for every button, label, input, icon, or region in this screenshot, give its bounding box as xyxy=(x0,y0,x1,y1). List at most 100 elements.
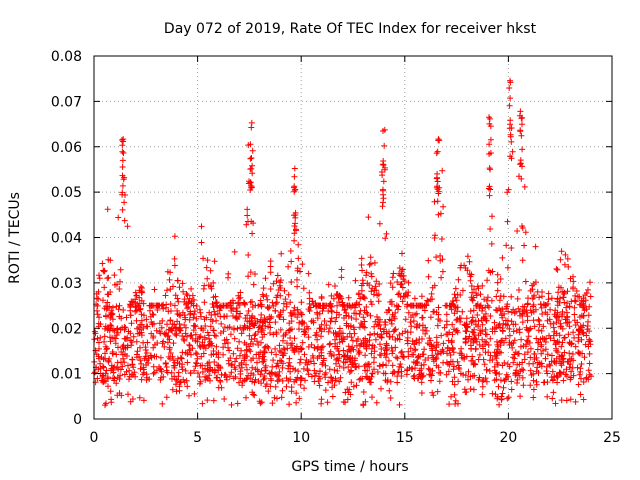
data-point xyxy=(458,345,465,352)
data-point xyxy=(273,329,280,336)
data-point xyxy=(157,354,164,361)
data-point xyxy=(563,309,570,316)
data-point xyxy=(267,286,274,292)
data-point xyxy=(558,248,565,255)
data-point xyxy=(291,173,298,180)
data-point xyxy=(487,226,494,232)
data-point xyxy=(189,292,196,299)
data-point xyxy=(258,367,265,374)
data-point xyxy=(514,228,521,234)
data-point xyxy=(452,285,459,292)
data-point xyxy=(483,331,490,338)
data-point xyxy=(524,300,531,307)
data-point xyxy=(367,260,374,267)
data-point xyxy=(367,376,373,382)
data-point xyxy=(435,316,442,323)
data-point xyxy=(398,268,405,275)
data-point xyxy=(328,303,335,310)
data-point xyxy=(104,206,111,213)
data-point xyxy=(237,368,244,375)
data-point xyxy=(488,240,495,247)
data-point xyxy=(368,273,375,280)
data-point xyxy=(499,254,506,261)
y-tick-label: 0 xyxy=(73,412,82,428)
data-point xyxy=(368,288,375,295)
data-point xyxy=(147,302,154,309)
data-point xyxy=(241,351,248,358)
data-point xyxy=(119,142,126,149)
data-point xyxy=(551,359,558,365)
data-point xyxy=(475,356,482,363)
data-point xyxy=(508,378,515,385)
data-point xyxy=(491,377,498,384)
data-point xyxy=(164,321,170,328)
data-point xyxy=(359,321,366,328)
data-point xyxy=(305,371,312,378)
data-point xyxy=(451,291,458,298)
data-point xyxy=(236,379,242,386)
data-point xyxy=(495,343,502,350)
data-point xyxy=(268,369,275,376)
data-point xyxy=(306,289,313,296)
data-point xyxy=(319,308,326,314)
data-point xyxy=(351,310,358,317)
data-point xyxy=(206,359,213,366)
data-point xyxy=(353,301,360,308)
data-point xyxy=(518,336,525,343)
data-point xyxy=(461,262,468,269)
data-point xyxy=(563,397,570,404)
data-point xyxy=(147,307,153,314)
data-point xyxy=(513,327,520,334)
data-point xyxy=(206,309,213,316)
data-point xyxy=(506,102,513,109)
data-point xyxy=(571,304,578,311)
data-point xyxy=(538,304,545,311)
data-point xyxy=(278,394,285,401)
data-point xyxy=(494,338,500,345)
data-point xyxy=(530,394,537,401)
data-point xyxy=(379,161,386,168)
data-point xyxy=(137,283,144,290)
data-point xyxy=(385,357,392,364)
data-point xyxy=(342,306,349,313)
data-point xyxy=(390,328,397,335)
y-tick-label: 0.04 xyxy=(51,231,82,247)
data-point xyxy=(184,383,191,390)
data-point xyxy=(468,294,475,301)
data-point xyxy=(221,324,228,331)
data-point xyxy=(144,323,151,330)
data-point xyxy=(403,371,410,378)
data-point xyxy=(578,324,585,331)
data-point xyxy=(189,335,196,342)
data-point xyxy=(236,295,243,302)
data-point xyxy=(157,365,164,372)
data-point xyxy=(301,351,308,358)
data-point xyxy=(118,349,125,355)
y-tick-label: 0.01 xyxy=(51,367,82,383)
data-point xyxy=(243,341,250,348)
data-point xyxy=(200,350,207,357)
data-point xyxy=(304,366,311,373)
data-point xyxy=(418,390,425,396)
data-point xyxy=(274,272,281,279)
data-point xyxy=(293,399,300,406)
data-point xyxy=(469,317,476,324)
data-point xyxy=(176,284,183,291)
data-point xyxy=(566,303,573,310)
data-point xyxy=(454,316,461,323)
data-point xyxy=(462,389,469,396)
data-point xyxy=(277,292,284,299)
data-point xyxy=(468,271,475,278)
data-point xyxy=(245,218,251,225)
data-point xyxy=(124,223,131,230)
data-point xyxy=(111,335,118,342)
data-point xyxy=(458,350,465,357)
data-point xyxy=(435,136,442,143)
data-point xyxy=(580,298,587,305)
data-point xyxy=(235,299,242,306)
data-point xyxy=(572,292,579,299)
data-point xyxy=(118,359,124,366)
data-point xyxy=(485,349,492,356)
data-point xyxy=(280,300,287,307)
data-point xyxy=(282,331,289,338)
